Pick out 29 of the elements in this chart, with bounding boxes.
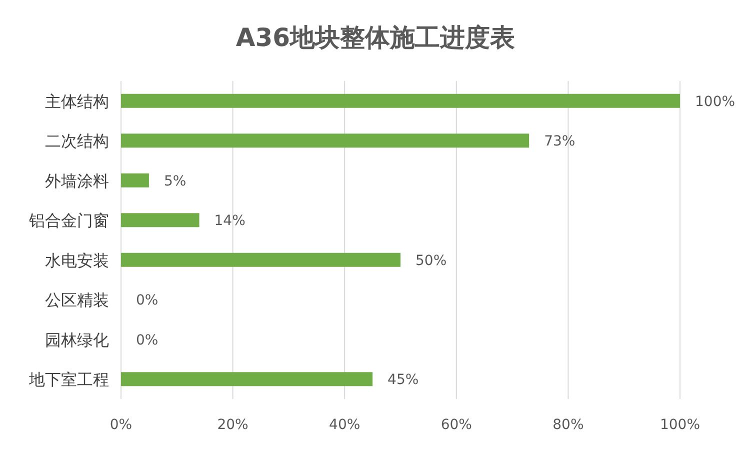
bar [121, 134, 530, 148]
y-tick-label: 水电安装 [45, 250, 109, 270]
x-tick-label: 40% [329, 417, 360, 433]
data-label: 0% [136, 332, 158, 348]
y-tick-label: 园林绿化 [45, 330, 109, 350]
bar [121, 173, 149, 188]
x-tick-label: 0% [110, 417, 132, 433]
y-tick-label: 铝合金门窗 [28, 211, 109, 230]
x-tick-label: 80% [552, 417, 584, 433]
data-label: 14% [214, 213, 246, 230]
data-label: 100% [695, 94, 736, 110]
data-label: 45% [388, 372, 419, 388]
chart-title: A36地块整体施工进度表 [236, 23, 516, 52]
bar [121, 94, 680, 108]
bar [121, 252, 400, 267]
x-tick-label: 100% [660, 417, 700, 433]
data-label: 50% [416, 252, 447, 269]
y-tick-label: 外墙涂料 [45, 171, 109, 190]
data-label: 73% [544, 134, 576, 150]
data-label: 0% [136, 292, 158, 309]
x-tick-label: 60% [440, 417, 472, 433]
x-tick-label: 20% [217, 417, 248, 433]
y-tick-label: 地下室工程 [28, 370, 109, 390]
bar [121, 372, 373, 386]
y-tick-label: 主体结构 [45, 92, 109, 111]
y-tick-label: 二次结构 [45, 132, 109, 151]
y-tick-label: 公区精装 [45, 290, 109, 310]
data-label: 5% [164, 173, 186, 190]
bar [121, 213, 200, 228]
